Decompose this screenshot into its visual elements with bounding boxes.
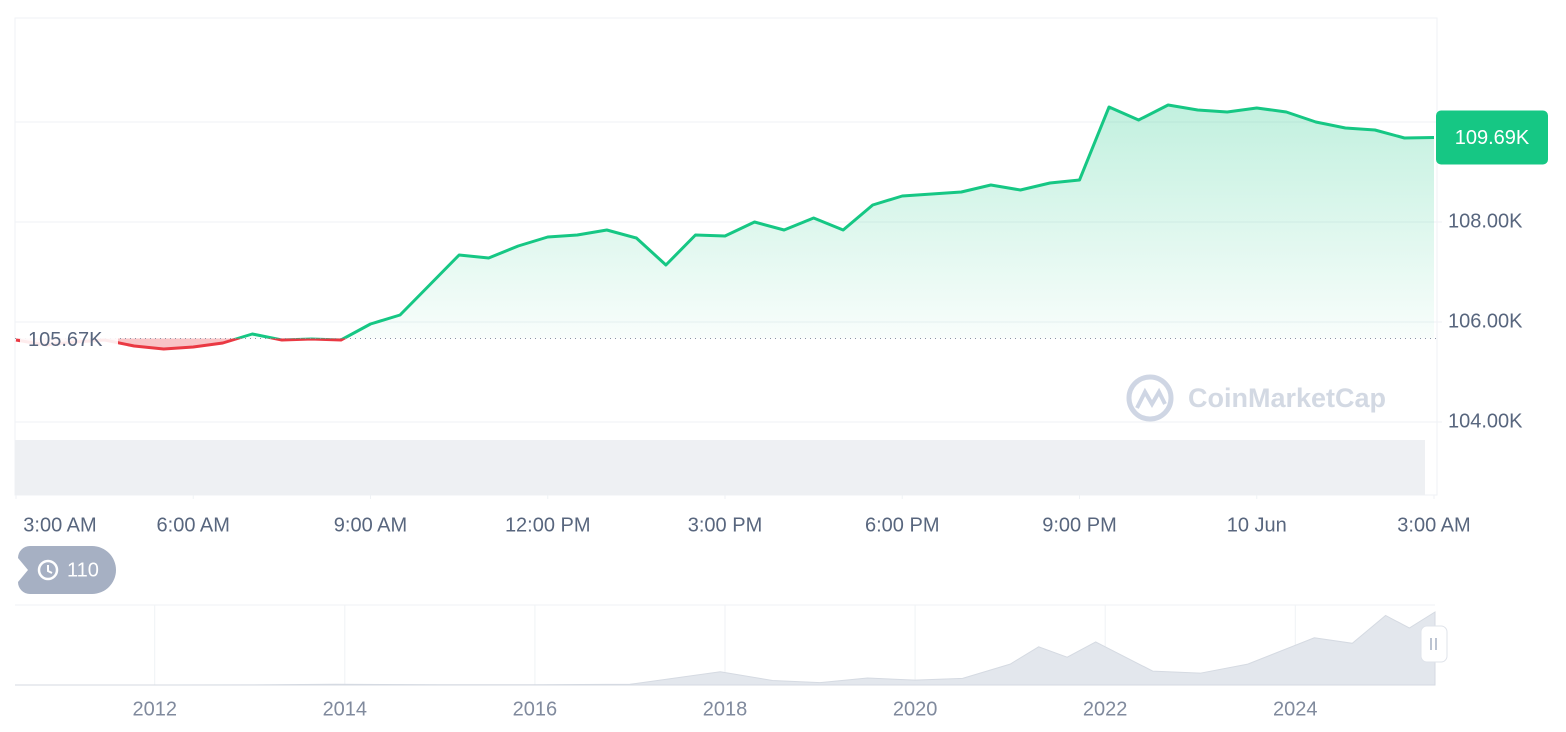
watermark-icon xyxy=(1126,374,1174,422)
y-tick-label: 108.00K xyxy=(1448,210,1523,232)
x-tick-label: 3:00 PM xyxy=(688,514,762,536)
history-badge[interactable]: 110 xyxy=(18,546,116,594)
range-handle[interactable] xyxy=(1420,625,1448,663)
y-tick-label: 104.00K xyxy=(1448,410,1523,432)
x-tick-label: 9:00 PM xyxy=(1042,514,1116,536)
handle-body xyxy=(1420,625,1448,663)
reference-label: 105.67K xyxy=(28,329,103,351)
x-tick-label: 2018 xyxy=(703,698,748,720)
watermark-icon xyxy=(1135,387,1167,409)
watermark: CoinMarketCap xyxy=(1126,374,1386,422)
x-tick-label: 3:00 AM xyxy=(1397,514,1470,536)
price-area xyxy=(16,105,1434,349)
x-tick-label: 2020 xyxy=(893,698,938,720)
history-icon xyxy=(47,565,53,574)
x-tick-label: 10 Jun xyxy=(1227,514,1287,536)
history-area xyxy=(14,611,1436,686)
x-tick-label: 12:00 PM xyxy=(505,514,591,536)
last-price-label: 109.69K xyxy=(1455,127,1530,149)
last-price-badge xyxy=(1436,110,1548,165)
x-tick-label: 9:00 AM xyxy=(334,514,407,536)
x-tick-label: 6:00 AM xyxy=(157,514,230,536)
history-count: 110 xyxy=(67,559,99,581)
x-tick-label: 6:00 PM xyxy=(865,514,939,536)
x-tick-label: 3:00 AM xyxy=(23,514,96,536)
x-tick-label: 2024 xyxy=(1273,698,1318,720)
badge-shape xyxy=(18,546,116,594)
x-tick-label: 2016 xyxy=(513,698,558,720)
reference-label-bg xyxy=(20,323,118,354)
x-tick-label: 2022 xyxy=(1083,698,1128,720)
watermark-text: CoinMarketCap xyxy=(1188,383,1386,413)
y-tick-label: 106.00K xyxy=(1448,310,1523,332)
price-line xyxy=(15,103,1435,351)
x-tick-label: 2012 xyxy=(132,698,177,720)
history-icon xyxy=(37,559,59,581)
x-tick-label: 2014 xyxy=(323,698,368,720)
volume-band xyxy=(15,440,1425,495)
